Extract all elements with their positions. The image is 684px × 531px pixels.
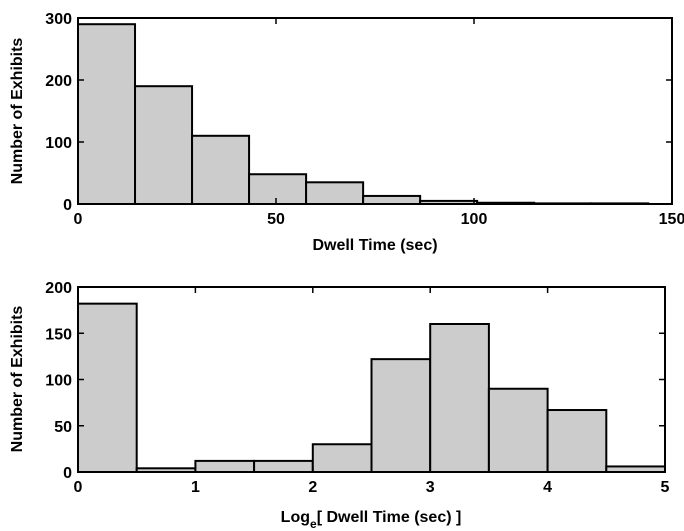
histogram-bar — [305, 181, 365, 206]
x-axis-label: Loge[ Dwell Time (sec) ] — [281, 509, 462, 531]
x-tick-label: 3 — [426, 479, 435, 496]
y-tick-label: 0 — [63, 465, 72, 482]
histogram-bar — [253, 459, 314, 473]
y-tick-label: 300 — [45, 11, 72, 28]
histogram-bar — [194, 459, 256, 473]
histogram-bar — [77, 23, 137, 206]
x-tick-label: 2 — [308, 479, 317, 496]
y-tick-label: 200 — [45, 280, 72, 297]
chart-dwell-time-histogram: 0 50 100 150 0 100 200 300 Dwell Time (sec) Num… — [9, 11, 684, 254]
x-tick-label: 0 — [74, 211, 83, 228]
histogram-bar — [429, 323, 490, 473]
ticks: 0 50 100 150 0 100 200 300 — [45, 11, 684, 228]
x-tick-label: 4 — [543, 479, 552, 496]
histogram-bar — [487, 387, 549, 473]
x-axis-label-subscript: e — [310, 517, 317, 531]
bars — [77, 23, 650, 206]
histogram-bar — [370, 358, 432, 473]
y-tick-label: 200 — [45, 73, 72, 90]
bars — [77, 302, 666, 474]
x-tick-label: 100 — [461, 211, 488, 228]
histogram-bar — [546, 409, 608, 473]
y-tick-label: 150 — [45, 326, 72, 343]
y-tick-label: 100 — [45, 135, 72, 152]
x-tick-label: 150 — [659, 211, 684, 228]
y-tick-label: 0 — [63, 197, 72, 214]
histogram-bar — [134, 85, 194, 205]
x-tick-label: 0 — [74, 479, 83, 496]
y-axis-label: Number of Exhibits — [9, 38, 26, 185]
y-axis-label: Number of Exhibits — [9, 306, 26, 453]
x-axis-label: Dwell Time (sec) — [312, 237, 437, 254]
x-axis-label-suffix: [ Dwell Time (sec) ] — [317, 509, 462, 526]
histogram-bar — [77, 302, 138, 473]
histogram-bar — [311, 443, 373, 473]
y-tick-label: 100 — [45, 373, 72, 390]
x-tick-label: 1 — [191, 479, 200, 496]
histogram-bar — [248, 173, 308, 206]
y-tick-label: 50 — [54, 419, 72, 436]
histogram-bar — [191, 134, 251, 205]
histogram-bar — [362, 194, 422, 206]
x-axis-label-prefix: Log — [281, 509, 310, 526]
x-tick-label: 50 — [267, 211, 285, 228]
plot-frame — [77, 17, 673, 205]
x-tick-label: 5 — [661, 479, 670, 496]
